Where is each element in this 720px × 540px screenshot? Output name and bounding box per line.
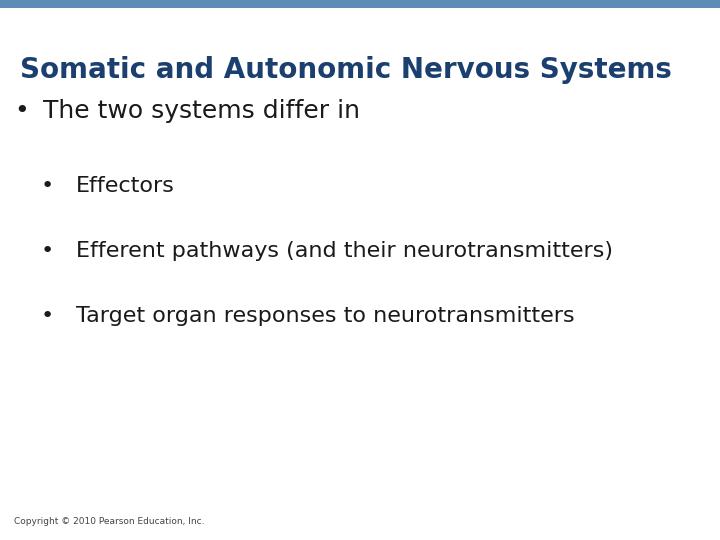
Text: •: • <box>14 99 29 123</box>
Text: Efferent pathways (and their neurotransmitters): Efferent pathways (and their neurotransm… <box>76 241 613 261</box>
Text: •: • <box>40 241 53 261</box>
Text: Copyright © 2010 Pearson Education, Inc.: Copyright © 2010 Pearson Education, Inc. <box>14 517 205 526</box>
Text: Somatic and Autonomic Nervous Systems: Somatic and Autonomic Nervous Systems <box>20 56 672 84</box>
Text: The two systems differ in: The two systems differ in <box>43 99 360 123</box>
Text: Target organ responses to neurotransmitters: Target organ responses to neurotransmitt… <box>76 306 575 326</box>
Text: Effectors: Effectors <box>76 176 174 197</box>
Bar <box>0 0 720 8</box>
Text: •: • <box>40 306 53 326</box>
Text: •: • <box>40 176 53 197</box>
